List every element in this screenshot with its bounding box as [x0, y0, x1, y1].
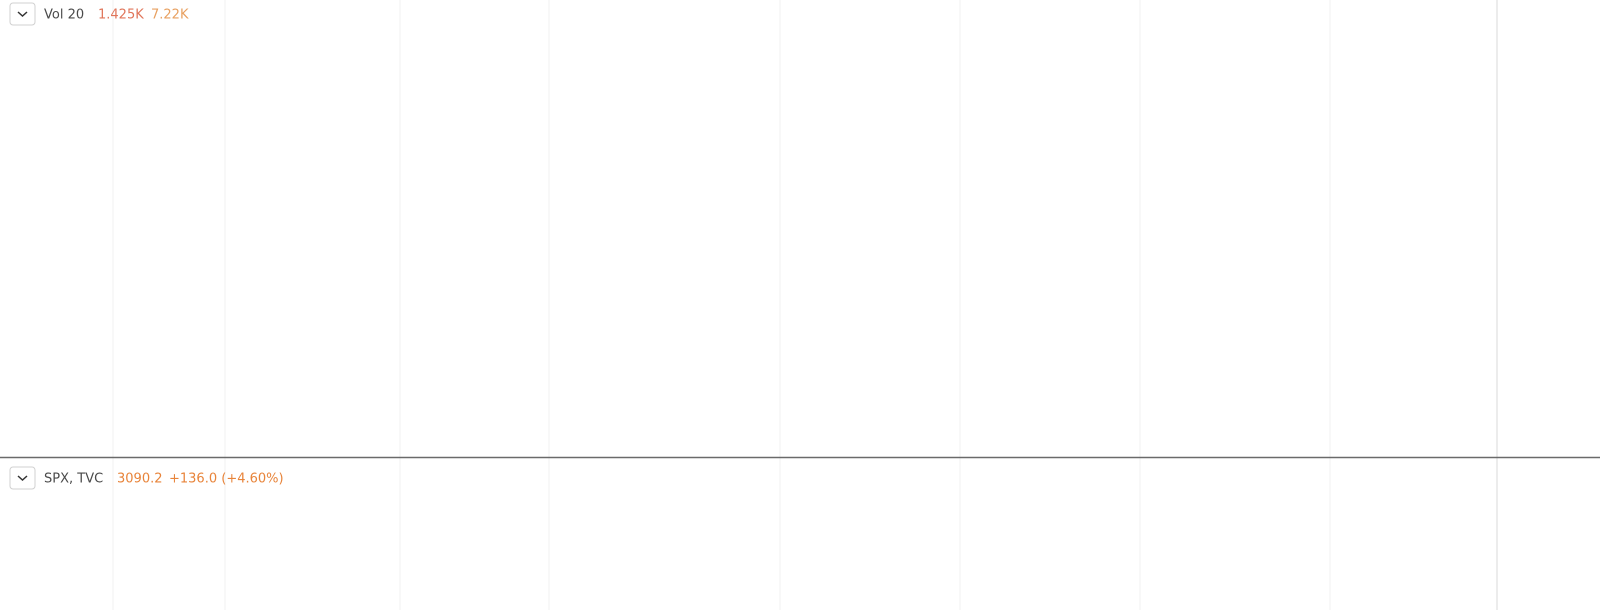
- spx-title: SPX, TVC: [44, 472, 103, 487]
- vol-title: Vol 20: [44, 8, 84, 23]
- chevron: [17, 475, 28, 482]
- chevron: [17, 11, 28, 18]
- vol-dropdown[interactable]: [9, 2, 36, 26]
- vol-last: 1.425K: [98, 8, 144, 23]
- spx-last: 3090.2: [117, 472, 163, 487]
- spx-change: +136.0 (+4.60%): [169, 472, 284, 487]
- vol-ma: 7.22K: [151, 8, 189, 23]
- time-grid: [112, 0, 1331, 610]
- spx-dropdown[interactable]: [9, 466, 36, 490]
